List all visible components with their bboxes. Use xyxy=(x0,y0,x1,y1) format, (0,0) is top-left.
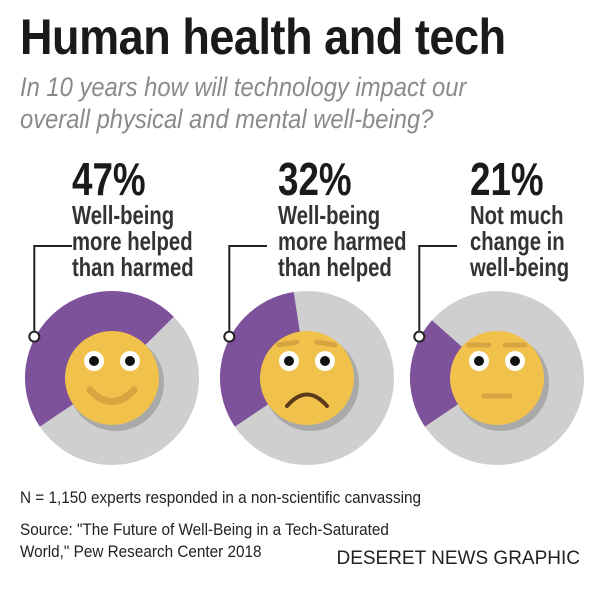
label-line: than helped xyxy=(278,252,392,282)
label-line: well-being xyxy=(470,252,570,282)
happy-face-icon xyxy=(65,331,159,425)
eye-pupil xyxy=(320,356,330,366)
label-line: more harmed xyxy=(278,226,407,256)
eye-pupil xyxy=(510,356,520,366)
category-label-harmed: Well-being more harmed than helped xyxy=(278,202,406,280)
label-line: Well-being xyxy=(278,200,381,230)
subtitle-line-1: In 10 years how will technology impact o… xyxy=(20,72,467,102)
category-label-helped: Well-being more helped than harmed xyxy=(72,202,194,280)
donut-slice xyxy=(220,292,307,427)
leader-dot xyxy=(28,330,41,343)
source-line-1: Source: "The Future of Well-Being in a T… xyxy=(20,520,389,539)
label-line: Well-being xyxy=(72,200,175,230)
leader-line xyxy=(228,245,267,331)
footnote: N = 1,150 experts responded in a non-sci… xyxy=(20,488,422,507)
sad-face-icon xyxy=(260,331,354,425)
frown-mouth xyxy=(285,392,329,408)
leader-line xyxy=(418,245,457,331)
leader-line xyxy=(33,245,72,331)
label-line: change in xyxy=(470,226,565,256)
eyebrow xyxy=(314,339,338,348)
eye-pupil xyxy=(474,356,484,366)
leader-dot xyxy=(413,330,426,343)
percent-label-harmed: 32% xyxy=(278,153,352,205)
label-line: more helped xyxy=(72,226,193,256)
source-line-2: World," Pew Research Center 2018 xyxy=(20,542,262,561)
label-line: than harmed xyxy=(72,252,194,282)
percent-label-helped: 47% xyxy=(72,153,146,205)
eyebrow xyxy=(276,339,300,348)
subtitle-line-2: overall physical and mental well-being? xyxy=(20,104,434,134)
credit: DESERET NEWS GRAPHIC xyxy=(336,548,580,569)
percent-label-no-change: 21% xyxy=(470,153,544,205)
eye-pupil xyxy=(284,356,294,366)
smile-mouth xyxy=(86,386,138,405)
label-line: Not much xyxy=(470,200,564,230)
category-label-no-change: Not much change in well-being xyxy=(470,202,569,280)
eye-pupil xyxy=(89,356,99,366)
page-title: Human health and tech xyxy=(20,9,506,65)
neutral-face-icon xyxy=(450,331,544,425)
eye-pupil xyxy=(125,356,135,366)
leader-dot xyxy=(223,330,236,343)
